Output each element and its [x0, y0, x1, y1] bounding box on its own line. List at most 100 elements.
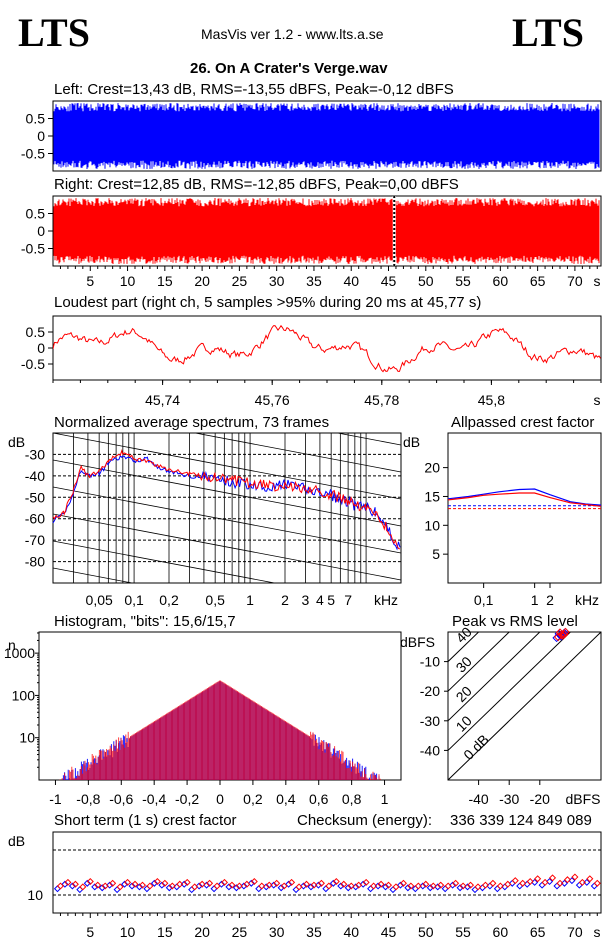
- short-crest-xtick-5: 30: [269, 924, 285, 940]
- peak-rms-diagonal-4: [448, 632, 601, 780]
- short-crest-xtick-13: 70: [567, 924, 583, 940]
- short-crest-point-right-26: [250, 877, 258, 886]
- short-crest-point-right-60: [504, 880, 512, 888]
- peak-rms-diagonal-2: [448, 632, 541, 722]
- peak-rms-frame: [447, 631, 602, 781]
- peak-rms-xtick-2: -20: [530, 791, 550, 807]
- short-crest-point-left-21: [210, 885, 218, 893]
- short-crest-point-right-57: [481, 881, 489, 889]
- left-waveform: [53, 103, 600, 169]
- short-crest-xtick-14: s: [594, 924, 601, 940]
- spectrum-ytick-0: -30: [25, 446, 45, 462]
- short-crest-point-right-59: [496, 882, 504, 890]
- short-crest-xtick-0: 5: [86, 924, 94, 940]
- short-crest-point-right-68: [563, 876, 571, 884]
- spectrum-slope-4: [53, 433, 401, 500]
- histogram-xtick-1: -0,8: [76, 791, 100, 807]
- short-crest-point-right-34: [310, 881, 318, 889]
- peak-rms-ytick-0: -10: [420, 654, 440, 670]
- spectrum-slope-3: [193, 433, 401, 473]
- allpass-line-right: [447, 492, 602, 507]
- short-crest-point-right-22: [220, 878, 229, 886]
- short-crest-point-right-37: [332, 877, 340, 886]
- short-crest-point-left-19: [195, 882, 203, 890]
- short-crest-point-left-12: [143, 885, 151, 893]
- short-crest-point-left-59: [493, 885, 501, 893]
- short-crest-point-right-3: [79, 883, 87, 891]
- short-crest-point-right-58: [489, 879, 497, 887]
- logo-left: LTS: [18, 10, 90, 55]
- time-tick-10: 55: [455, 273, 471, 289]
- short-crest-point-right-1: [64, 878, 72, 886]
- short-crest-point-right-30: [280, 882, 288, 890]
- spectrum-ytick-5: -80: [25, 554, 45, 570]
- short-crest-point-left-2: [68, 882, 76, 890]
- time-tick-4: 25: [232, 273, 248, 289]
- short-crest-point-left-30: [277, 884, 285, 892]
- spectrum-ytick-3: -60: [25, 511, 45, 527]
- spectrum-ytick-4: -70: [25, 532, 45, 548]
- time-tick-3: 20: [194, 273, 210, 289]
- spectrum-xtick-0: 0,05: [86, 592, 113, 608]
- spectrum-xtick-8: 5: [327, 592, 335, 608]
- short-crest-point-right-21: [213, 882, 221, 890]
- peak-rms-diagonal-3: [448, 632, 572, 751]
- short-crest-point-right-7: [109, 879, 117, 887]
- short-crest-xtick-3: 20: [194, 924, 210, 940]
- peak-rms-ytick-3: -40: [420, 742, 440, 758]
- spectrum-ylabel: dB: [8, 434, 25, 450]
- allpass-xtick-0: 0,1: [474, 592, 494, 608]
- spectrum-xtick-4: 1: [246, 592, 254, 608]
- short-crest-point-right-27: [258, 882, 266, 890]
- loudest-part-title: Loudest part (right ch, 5 samples >95% d…: [54, 294, 482, 311]
- right-ytick-2: -0.5: [21, 241, 45, 257]
- short-crest-point-left-38: [337, 882, 345, 890]
- short-crest-point-right-47: [407, 882, 415, 890]
- short-crest-point-right-61: [511, 877, 519, 885]
- spectrum-xtick-9: 7: [344, 592, 352, 608]
- spectrum-frame: [52, 432, 402, 584]
- short-crest-point-left-62: [516, 882, 524, 890]
- short-crest-point-left-17: [180, 880, 188, 888]
- time-tick-1: 10: [120, 273, 136, 289]
- short-crest-point-left-25: [240, 882, 248, 890]
- short-crest-point-right-9: [124, 878, 132, 886]
- time-tick-11: 60: [493, 273, 509, 289]
- short-crest-ytick-0: 10: [27, 887, 43, 903]
- short-crest-point-left-42: [367, 885, 375, 893]
- loudest-frame: [52, 315, 602, 381]
- short-crest-point-left-72: [590, 882, 598, 890]
- short-crest-xtick-2: 15: [157, 924, 173, 940]
- allpass-xtick-1: 1: [531, 592, 539, 608]
- short-crest-point-right-18: [191, 883, 199, 891]
- short-crest-point-left-36: [322, 885, 330, 893]
- short-crest-point-right-40: [355, 881, 363, 889]
- app-title: MasVis ver 1.2 - www.lts.a.se: [201, 26, 384, 42]
- short-crest-point-right-42: [370, 882, 378, 890]
- time-tick-14: s: [594, 273, 601, 289]
- checksum-value: 336 339 124 849 089: [450, 812, 592, 829]
- short-crest-point-left-15: [165, 884, 173, 892]
- spectrum-slope-1: [53, 352, 401, 418]
- short-crest-point-left-0: [53, 885, 62, 893]
- short-crest-point-left-27: [255, 885, 263, 893]
- peak-rms-point-right-3: [553, 632, 563, 642]
- histogram-ytick-1: 100: [12, 687, 36, 703]
- time-tick-6: 35: [306, 273, 322, 289]
- short-crest-title: Short term (1 s) crest factor: [54, 812, 237, 829]
- short-crest-point-left-37: [329, 879, 337, 887]
- short-crest-point-right-53: [452, 879, 460, 887]
- allpass-ytick-1: 15: [424, 488, 440, 504]
- short-crest-point-left-33: [299, 882, 308, 890]
- short-crest-point-left-13: [150, 879, 158, 887]
- short-crest-point-left-41: [359, 880, 367, 888]
- left-ytick-0: 0.5: [26, 111, 46, 127]
- short-crest-point-left-55: [463, 883, 472, 891]
- peak-rms-point-right-5: [557, 630, 566, 639]
- short-crest-point-right-4: [86, 877, 94, 886]
- short-crest-point-right-71: [586, 875, 594, 883]
- peak-rms-ylabel: dBFS: [400, 634, 435, 650]
- loudest-xtick-1: 45,76: [255, 392, 290, 408]
- short-crest-xtick-6: 35: [306, 924, 322, 940]
- short-crest-point-left-39: [344, 884, 352, 892]
